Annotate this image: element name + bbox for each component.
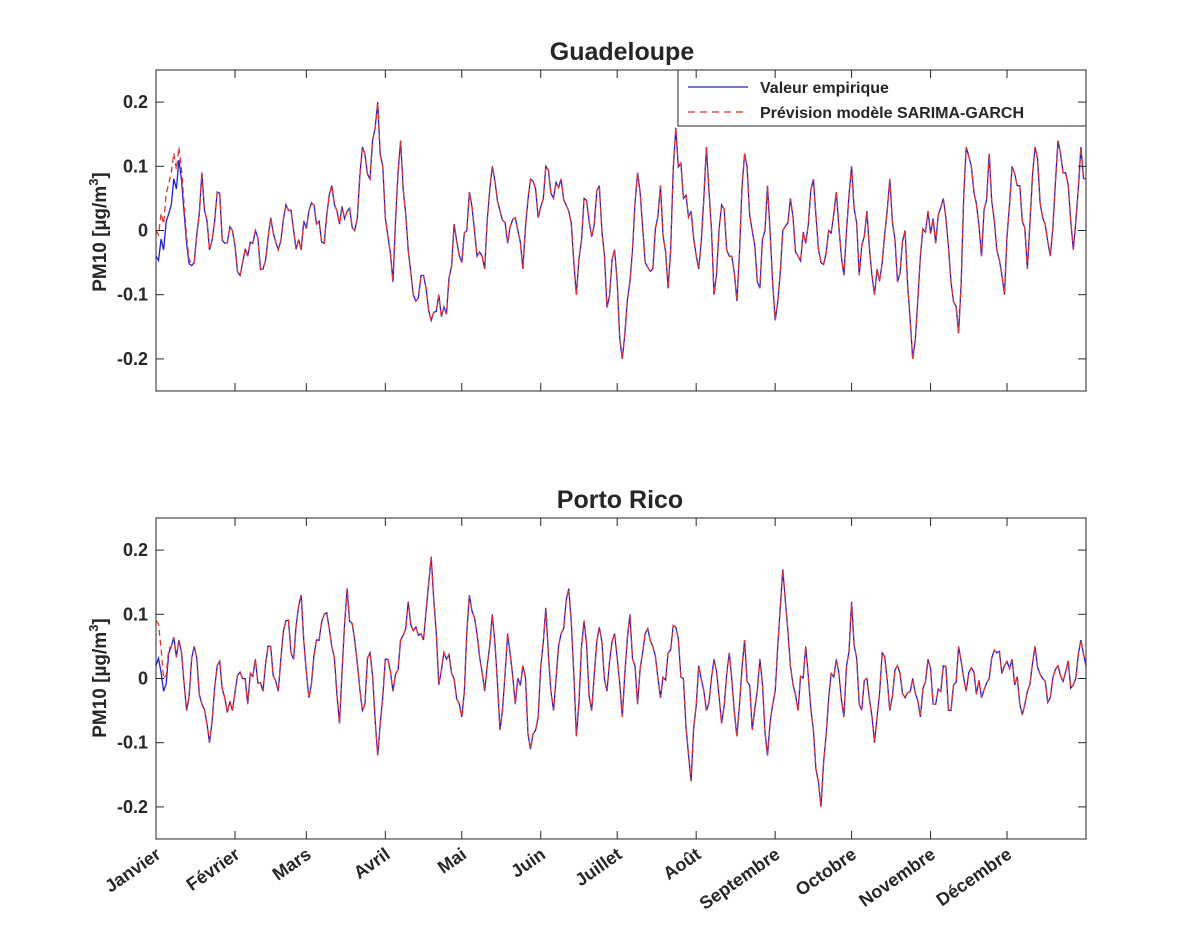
series-valeur-empirique	[156, 102, 1086, 359]
y-tick-label: 0.2	[123, 92, 148, 112]
legend-label-prevision: Prévision modèle SARIMA-GARCH	[760, 105, 1024, 122]
y-tick-label: -0.1	[117, 285, 148, 305]
y-tick-label: 0.1	[123, 604, 148, 624]
x-tick-label: Avril	[350, 844, 394, 883]
legend-label-empirique: Valeur empirique	[760, 80, 889, 97]
legend-box	[677, 69, 1087, 127]
y-tick-label: 0	[138, 669, 148, 689]
x-tick-label: Mai	[434, 844, 470, 878]
chart-title: Porto Rico	[557, 486, 683, 514]
porto-rico-panel: Porto Rico PM10 [µg/m3] Janvier Février Ma…	[86, 486, 1087, 914]
series-prevision-sarima-garch	[156, 556, 1086, 807]
guadeloupe-plot-area	[156, 102, 1086, 359]
x-tick-label: Février	[183, 844, 244, 895]
guadeloupe-panel: Guadeloupe PM10 [µg/m3] Valeur empirique…	[86, 38, 1087, 392]
series-prevision-sarima-garch	[156, 102, 1086, 359]
y-tick-label: 0.1	[123, 156, 148, 176]
x-tick-label: Décembre	[933, 844, 1016, 910]
x-tick-label: Septembre	[696, 844, 784, 914]
y-tick-label: -0.1	[117, 733, 148, 753]
x-tick-label: Novembre	[855, 844, 939, 911]
x-tick-label: Janvier	[101, 844, 164, 897]
y-tick-label: 0	[138, 221, 148, 241]
y-tick-label: 0.2	[123, 540, 148, 560]
series-valeur-empirique	[156, 556, 1086, 807]
y-tick-label: -0.2	[117, 797, 148, 817]
x-tick-label: Août	[659, 844, 704, 884]
x-tick-labels: Janvier Février Mars Avril Mai Juin Juillet Aoû…	[101, 844, 1015, 914]
porto-rico-plot-area	[156, 556, 1086, 807]
y-axis-label: PM10 [µg/m3]	[86, 172, 111, 292]
y-tick-label: -0.2	[117, 349, 148, 369]
x-tick-label: Octobre	[792, 844, 860, 900]
y-axis-label: PM10 [µg/m3]	[86, 618, 111, 738]
x-tick-label: Juin	[507, 844, 549, 882]
legend: Valeur empirique Prévision modèle SARIMA…	[677, 69, 1087, 127]
x-tick-label: Juillet	[571, 844, 625, 890]
x-tick-label: Mars	[269, 844, 315, 884]
chart-title: Guadeloupe	[550, 38, 695, 66]
